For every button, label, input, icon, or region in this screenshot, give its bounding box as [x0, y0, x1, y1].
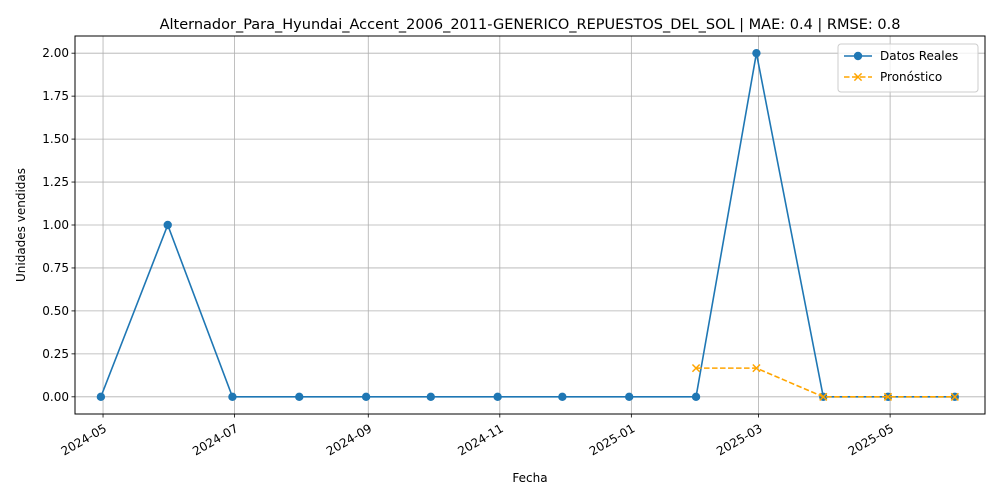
y-tick-label: 1.25 — [42, 175, 69, 189]
legend-label: Pronóstico — [880, 70, 942, 84]
data-point — [691, 363, 701, 373]
y-tick-label: 0.75 — [42, 261, 69, 275]
data-point — [691, 392, 701, 402]
data-point — [950, 392, 959, 401]
data-point — [96, 392, 106, 402]
y-tick-label: 0.25 — [42, 347, 69, 361]
data-point — [558, 392, 567, 402]
grid-lines — [75, 36, 985, 414]
y-axis-label: Unidades vendidas — [14, 168, 28, 282]
y-tick-label: 0.50 — [42, 304, 69, 318]
data-point — [624, 392, 634, 402]
chart-title: Alternador_Para_Hyundai_Accent_2006_2011… — [160, 17, 901, 33]
y-tick-label: 1.50 — [42, 132, 69, 146]
series-pronostico — [691, 363, 959, 401]
legend-box — [837, 43, 979, 93]
legend: Datos Reales Pronóstico — [837, 43, 979, 93]
legend-marker — [853, 51, 863, 61]
data-point — [361, 392, 371, 402]
y-tick-label: 2.00 — [42, 46, 69, 60]
data-point — [819, 392, 828, 401]
series-line — [100, 53, 955, 398]
series-layer — [96, 48, 960, 402]
data-point — [228, 392, 237, 402]
legend-marker — [853, 72, 863, 82]
y-tick-label: 1.00 — [42, 218, 69, 232]
legend-item: Pronóstico — [844, 70, 942, 84]
data-point — [883, 392, 893, 401]
data-point — [752, 363, 761, 373]
data-point — [426, 392, 436, 402]
y-tick-label: 0.00 — [42, 390, 69, 404]
y-tick-label: 1.75 — [42, 89, 69, 103]
data-point — [752, 48, 761, 58]
data-point — [163, 220, 172, 230]
x-axis-label: Fecha — [512, 471, 547, 485]
legend-label: Datos Reales — [880, 49, 958, 63]
data-point — [493, 392, 502, 402]
data-point — [295, 392, 304, 402]
legend-item: Datos Reales — [844, 49, 958, 63]
